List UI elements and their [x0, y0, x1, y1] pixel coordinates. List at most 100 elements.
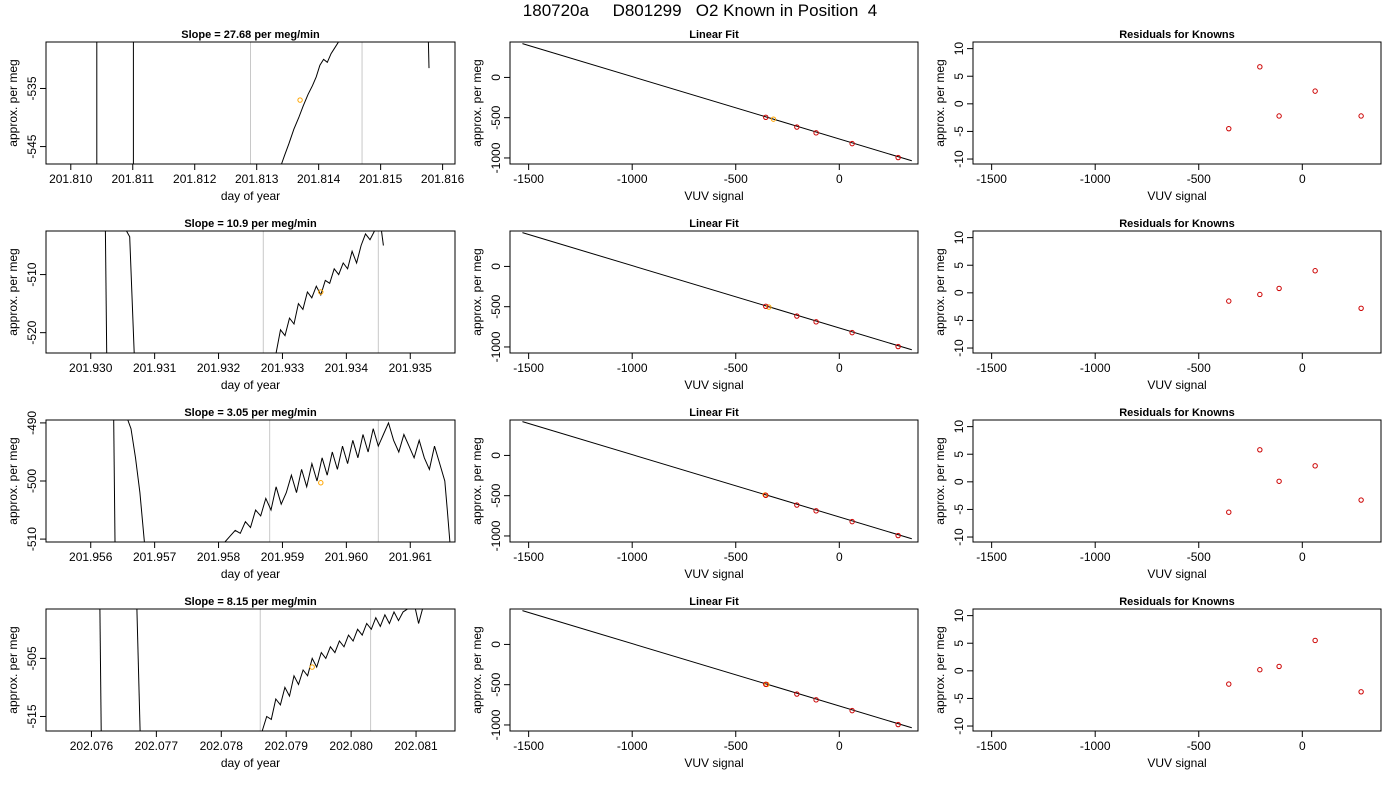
x-tick-label: 201.958 — [197, 550, 241, 564]
x-tick-label: -1500 — [976, 361, 1007, 375]
series-line — [414, 609, 423, 624]
known-point — [1276, 113, 1282, 119]
figure-title: 180720a D801299 O2 Known in Position 4 — [522, 1, 878, 20]
panel-title: Residuals for Knowns — [1119, 29, 1235, 41]
panel-0-1: Linear Fit -1500 -1000 -500 0 0 -500 -1000 VUV s… — [470, 29, 919, 203]
fit-line — [522, 610, 912, 729]
fit-line — [522, 43, 912, 162]
x-tick-label: -1000 — [1080, 550, 1111, 564]
y-tick-label: -1000 — [489, 142, 503, 173]
series-line — [99, 609, 102, 731]
x-axis-label: VUV signal — [1147, 189, 1206, 203]
plot-frame — [509, 608, 919, 732]
x-tick-label: -1000 — [1080, 172, 1111, 186]
known-point — [849, 329, 855, 336]
x-tick-label: -1500 — [976, 739, 1007, 753]
plot-area — [1226, 447, 1364, 515]
series-line — [281, 42, 339, 164]
plot-frame — [509, 230, 919, 354]
x-axis-label: VUV signal — [1147, 567, 1206, 581]
x-axis-label: VUV signal — [684, 189, 743, 203]
known-point — [1358, 497, 1364, 503]
panel-title: Slope = 8.15 per meg/min — [184, 596, 317, 608]
x-tick-label: -1500 — [513, 361, 544, 375]
y-axis-label: approx. per meg — [470, 248, 484, 335]
known-point — [1358, 689, 1364, 695]
panel-1-1: Linear Fit -1500 -1000 -500 0 0 -500 -1000 VUV s… — [470, 218, 919, 392]
y-axis-label: approx. per meg — [6, 59, 20, 146]
x-tick-label: 201.934 — [325, 361, 369, 375]
unknown-point — [766, 304, 772, 310]
x-tick-label: 201.815 — [359, 172, 403, 186]
panel-title: Linear Fit — [689, 218, 739, 230]
y-tick-label: -5 — [952, 126, 966, 137]
x-axis-label: VUV signal — [1147, 378, 1206, 392]
y-axis-label: approx. per meg — [470, 437, 484, 524]
x-tick-label: 0 — [836, 739, 843, 753]
y-axis-label: approx. per meg — [933, 59, 947, 146]
x-tick-label: -1500 — [513, 739, 544, 753]
x-tick-label: 0 — [1299, 172, 1306, 186]
known-point — [813, 508, 819, 514]
x-tick-label: -500 — [1187, 361, 1211, 375]
known-point — [1312, 88, 1318, 94]
panel-title: Linear Fit — [689, 29, 739, 41]
x-tick-label: 201.812 — [173, 172, 217, 186]
y-tick-label: 10 — [952, 609, 966, 623]
x-tick-label: -1000 — [617, 361, 648, 375]
series-line — [427, 42, 430, 69]
panel-2-1: Linear Fit -1500 -1000 -500 0 0 -500 -1000 VUV s… — [470, 407, 919, 581]
known-point — [1312, 268, 1318, 274]
panel-3-1: Linear Fit -1500 -1000 -500 0 0 -500 -1000 VUV s… — [470, 596, 919, 770]
known-point — [1358, 305, 1364, 311]
series-line — [127, 420, 145, 542]
y-tick-label: -505 — [25, 646, 39, 670]
panel-2-2: Residuals for Knowns -1500 -1000 -500 0 10 5 0 -… — [933, 407, 1382, 581]
y-tick-label: 0 — [489, 641, 503, 648]
x-axis-label: VUV signal — [684, 756, 743, 770]
y-tick-label: -520 — [25, 320, 39, 344]
x-tick-label: -500 — [724, 361, 748, 375]
known-point — [1312, 637, 1318, 644]
y-axis-label: approx. per meg — [6, 626, 20, 713]
y-tick-label: -5 — [952, 315, 966, 326]
plot-area — [1226, 64, 1364, 132]
x-axis-label: VUV signal — [684, 378, 743, 392]
x-tick-label: 202.081 — [394, 739, 438, 753]
x-tick-label: 201.810 — [49, 172, 93, 186]
known-point — [1226, 298, 1232, 304]
known-point — [1312, 463, 1318, 469]
x-axis-label: day of year — [221, 378, 280, 392]
known-point — [794, 313, 800, 319]
average-marker — [318, 480, 324, 486]
y-tick-label: -10 — [952, 717, 966, 735]
x-tick-label: -500 — [1187, 172, 1211, 186]
x-axis-label: VUV signal — [684, 567, 743, 581]
panel-title: Slope = 27.68 per meg/min — [181, 29, 320, 41]
plot-frame — [509, 41, 919, 165]
series-line — [136, 609, 141, 731]
panel-2-0: Slope = 3.05 per meg/min 201.956 201.957 20… — [6, 407, 456, 581]
x-tick-label: 0 — [836, 172, 843, 186]
known-point — [1276, 478, 1282, 484]
x-axis-label: day of year — [221, 567, 280, 581]
known-point — [1257, 447, 1263, 453]
y-tick-label: 0 — [952, 478, 966, 485]
known-point — [895, 154, 901, 161]
x-tick-label: 201.931 — [133, 361, 177, 375]
x-tick-label: 201.932 — [197, 361, 241, 375]
x-axis-label: day of year — [221, 189, 280, 203]
y-axis-label: approx. per meg — [470, 59, 484, 146]
plot-area — [522, 232, 912, 351]
x-tick-label: 201.961 — [389, 550, 433, 564]
known-point — [849, 707, 855, 714]
plot-frame — [509, 419, 919, 543]
x-tick-label: -1500 — [976, 550, 1007, 564]
y-tick-label: -500 — [489, 483, 503, 507]
known-point — [1257, 64, 1263, 70]
y-tick-label: 0 — [489, 74, 503, 81]
y-axis-label: approx. per meg — [6, 248, 20, 335]
y-tick-label: 0 — [952, 100, 966, 107]
known-point — [849, 518, 855, 525]
x-tick-label: 202.076 — [70, 739, 114, 753]
